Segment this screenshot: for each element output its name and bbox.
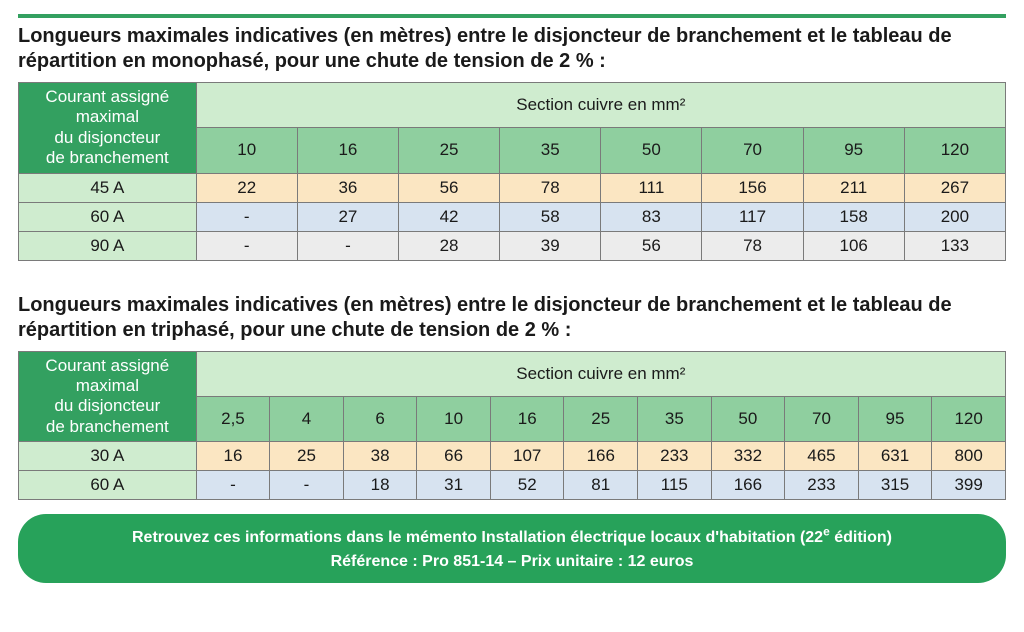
cell: 18 xyxy=(343,471,417,500)
cell: 42 xyxy=(398,202,499,231)
col-header: 120 xyxy=(904,128,1005,173)
cell: 211 xyxy=(803,173,904,202)
cell: 200 xyxy=(904,202,1005,231)
cell: 38 xyxy=(343,442,417,471)
cell: 233 xyxy=(638,442,712,471)
col-header: 95 xyxy=(803,128,904,173)
heading-triphase: Longueurs maximales indicatives (en mètr… xyxy=(18,293,1006,343)
pill-line1: Retrouvez ces informations dans le mémen… xyxy=(132,529,892,546)
cell: 399 xyxy=(932,471,1006,500)
cell: 156 xyxy=(702,173,803,202)
cell: 800 xyxy=(932,442,1006,471)
table-row: 60 A-27425883117158200 xyxy=(19,202,1006,231)
row-label: 60 A xyxy=(19,471,197,500)
col-header: 35 xyxy=(500,128,601,173)
cell: 158 xyxy=(803,202,904,231)
cell: - xyxy=(297,231,398,260)
row-label: 30 A xyxy=(19,442,197,471)
cell: 117 xyxy=(702,202,803,231)
table-row: 45 A22365678111156211267 xyxy=(19,173,1006,202)
cell: 465 xyxy=(785,442,859,471)
col-header: 6 xyxy=(343,396,417,441)
cell: 28 xyxy=(398,231,499,260)
col-header: 10 xyxy=(196,128,297,173)
cell: 631 xyxy=(858,442,932,471)
col-header: 16 xyxy=(490,396,564,441)
top-rule xyxy=(18,14,1006,18)
col-header: 10 xyxy=(417,396,491,441)
super-header: Section cuivre en mm² xyxy=(196,83,1005,128)
col-header: 16 xyxy=(297,128,398,173)
row-header: Courant assignémaximaldu disjoncteurde b… xyxy=(19,83,197,174)
cell: 56 xyxy=(398,173,499,202)
cell: 315 xyxy=(858,471,932,500)
cell: 22 xyxy=(196,173,297,202)
col-header: 2,5 xyxy=(196,396,270,441)
col-header: 25 xyxy=(564,396,638,441)
row-header: Courant assignémaximaldu disjoncteurde b… xyxy=(19,351,197,442)
cell: 233 xyxy=(785,471,859,500)
reference-pill: Retrouvez ces informations dans le mémen… xyxy=(18,514,1006,583)
cell: 78 xyxy=(702,231,803,260)
col-header: 70 xyxy=(702,128,803,173)
cell: 58 xyxy=(500,202,601,231)
cell: - xyxy=(196,202,297,231)
cell: 267 xyxy=(904,173,1005,202)
heading-monophase: Longueurs maximales indicatives (en mètr… xyxy=(18,24,1006,74)
cell: 81 xyxy=(564,471,638,500)
cell: 332 xyxy=(711,442,785,471)
row-label: 45 A xyxy=(19,173,197,202)
cell: 115 xyxy=(638,471,712,500)
col-header: 120 xyxy=(932,396,1006,441)
super-header: Section cuivre en mm² xyxy=(196,351,1005,396)
cell: - xyxy=(270,471,344,500)
pill-line2: Référence : Pro 851-14 – Prix unitaire :… xyxy=(331,553,694,570)
row-label: 60 A xyxy=(19,202,197,231)
col-header: 95 xyxy=(858,396,932,441)
cell: 66 xyxy=(417,442,491,471)
cell: 16 xyxy=(196,442,270,471)
cell: 83 xyxy=(601,202,702,231)
cell: 107 xyxy=(490,442,564,471)
cell: 78 xyxy=(500,173,601,202)
col-header: 50 xyxy=(711,396,785,441)
cell: 166 xyxy=(564,442,638,471)
table-row: 30 A16253866107166233332465631800 xyxy=(19,442,1006,471)
table-row: 90 A--28395678106133 xyxy=(19,231,1006,260)
col-header: 4 xyxy=(270,396,344,441)
cell: - xyxy=(196,471,270,500)
cell: 36 xyxy=(297,173,398,202)
cell: - xyxy=(196,231,297,260)
cell: 27 xyxy=(297,202,398,231)
cell: 106 xyxy=(803,231,904,260)
row-label: 90 A xyxy=(19,231,197,260)
col-header: 50 xyxy=(601,128,702,173)
col-header: 25 xyxy=(398,128,499,173)
cell: 25 xyxy=(270,442,344,471)
col-header: 35 xyxy=(638,396,712,441)
cell: 56 xyxy=(601,231,702,260)
cell: 52 xyxy=(490,471,564,500)
cell: 166 xyxy=(711,471,785,500)
table-triphase: Courant assignémaximaldu disjoncteurde b… xyxy=(18,351,1006,501)
cell: 111 xyxy=(601,173,702,202)
table-row: 60 A--18315281115166233315399 xyxy=(19,471,1006,500)
table-monophase: Courant assignémaximaldu disjoncteurde b… xyxy=(18,82,1006,261)
cell: 39 xyxy=(500,231,601,260)
cell: 133 xyxy=(904,231,1005,260)
cell: 31 xyxy=(417,471,491,500)
col-header: 70 xyxy=(785,396,859,441)
